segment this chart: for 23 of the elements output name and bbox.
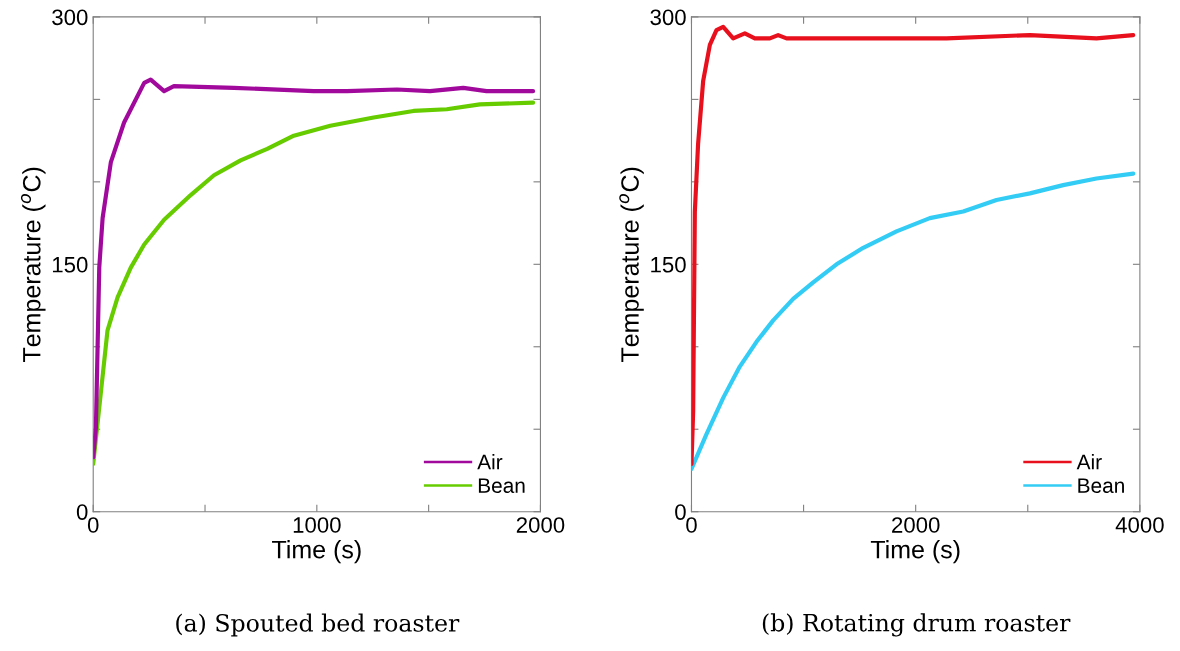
legend-label: Air [1076, 454, 1102, 470]
x-tick-label: 4000 [1115, 517, 1164, 533]
x-tick-label: 0 [686, 517, 697, 533]
y-tick-label: 0 [675, 504, 686, 520]
x-tick-label: 2000 [516, 517, 565, 533]
text: (a) Spouted bed roaster [176, 613, 460, 637]
y-tick-label: 300 [650, 9, 686, 26]
y-tick-label: 150 [52, 256, 88, 273]
x-tick-label: 1000 [293, 517, 341, 533]
x-axis-title: Time (s) [272, 540, 361, 564]
legend-label: Bean [1078, 478, 1124, 493]
y-tick-label: 150 [651, 256, 686, 273]
x-tick-label: 2000 [892, 517, 940, 533]
y-axis-title: Temperature ($^{o}$C) [619, 167, 644, 362]
legend-label: Air [477, 454, 503, 470]
line-series [691, 171, 1136, 471]
legend-label: Bean [478, 478, 525, 493]
y-axis-title: Temperature ($^{o}$C) [20, 167, 46, 362]
y-tick-label: 0 [76, 504, 88, 520]
x-tick-label: 0 [87, 517, 99, 533]
y-tick-label: 300 [52, 9, 88, 26]
text: (b) Rotating drum roaster [762, 613, 1071, 637]
x-axis-title: Time (s) [870, 540, 960, 564]
